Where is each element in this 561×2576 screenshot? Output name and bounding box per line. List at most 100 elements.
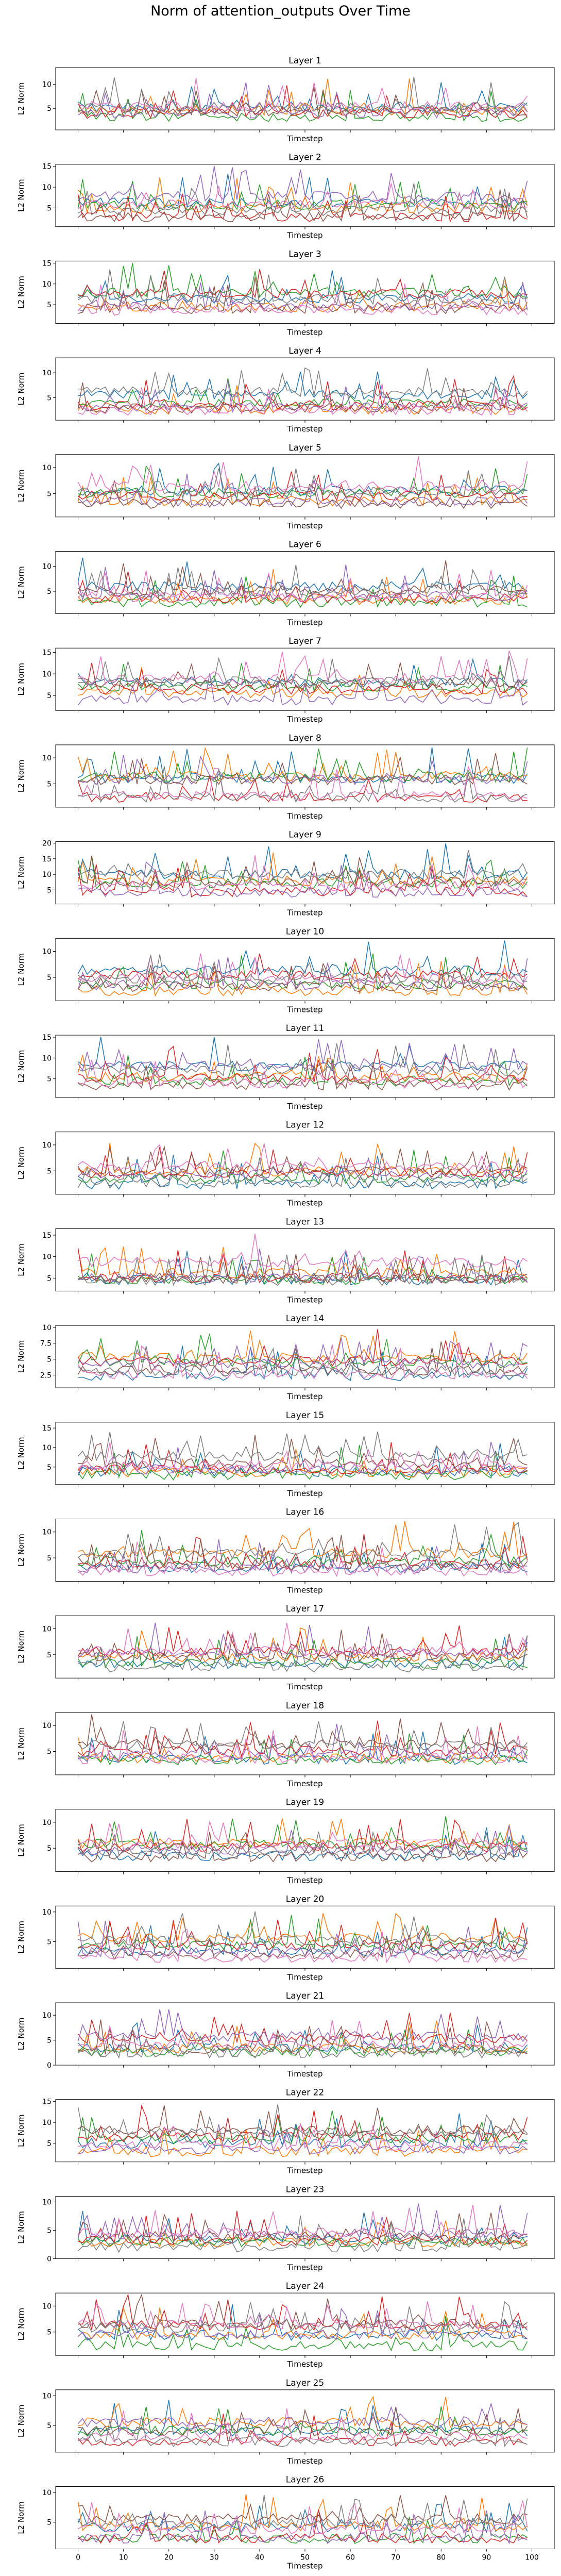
x-axis-label: Timestep (286, 618, 322, 627)
series-line-4 (77, 1329, 528, 1367)
y-axis-label: L2 Norm (16, 1146, 26, 1179)
subplot-title: Layer 25 (286, 2378, 324, 2388)
x-tick-label: 80 (436, 2554, 446, 2562)
series-line-4 (78, 2414, 528, 2447)
y-tick-label: 15 (42, 2098, 52, 2106)
y-tick-label: 5 (47, 886, 52, 894)
y-tick-label: 0 (47, 2255, 52, 2263)
series-line-4 (78, 662, 528, 695)
series-line-6 (78, 87, 528, 117)
series-line-4 (78, 953, 528, 982)
x-axis-label: Timestep (286, 2069, 322, 2079)
subplot-title: Layer 14 (286, 1314, 324, 1324)
y-tick-label: 10 (42, 2012, 52, 2020)
y-tick-label: 10 (42, 563, 52, 571)
x-tick-label: 0 (76, 2554, 80, 2562)
subplot-layer-6: Layer 6 5 10 L2 Norm Timestep (16, 540, 555, 627)
series-line-7 (77, 1726, 528, 1764)
series-line-8 (78, 77, 528, 113)
x-axis-label: Timestep (286, 811, 322, 821)
subplot-layer-11: Layer 11 5 10 15 L2 Norm Timestep (16, 1023, 555, 1111)
series-line-4 (78, 2509, 528, 2544)
subplot-layer-18: Layer 18 5 10 L2 Norm Timestep (16, 1701, 555, 1788)
y-tick-label: 10 (42, 754, 52, 762)
series-line-4 (78, 1146, 528, 1179)
subplot-layer-26: Layer 26 5 10 L2 Norm 0 10 20 30 40 50 60 70 80 90 100… (16, 2475, 555, 2571)
subplot-title: Layer 9 (288, 830, 321, 840)
x-tick-label: 30 (210, 2554, 219, 2562)
series-line-8 (78, 2215, 528, 2253)
series-line-7 (78, 855, 528, 892)
series-line-2 (78, 2306, 528, 2340)
series-line-7 (78, 183, 528, 211)
y-axis-label: L2 Norm (16, 760, 26, 793)
y-tick-label: 15 (42, 1424, 52, 1433)
series-line-8 (78, 766, 528, 803)
series-line-7 (78, 1442, 528, 1471)
x-axis-label: Timestep (286, 2263, 322, 2272)
series-line-3 (78, 1150, 528, 1185)
series-line-7 (78, 570, 528, 603)
series-line-6 (78, 1630, 528, 1663)
series-line-3 (77, 90, 528, 122)
x-axis-label: Timestep (286, 1199, 322, 1208)
series-line-4 (78, 2013, 528, 2044)
series-line-4 (77, 775, 528, 803)
series-line-6 (78, 1435, 528, 1469)
series-line-6 (78, 1535, 528, 1572)
y-tick-label: 5 (47, 780, 52, 789)
axes-frame (55, 260, 555, 324)
y-tick-label: 15 (42, 259, 52, 268)
series-line-2 (77, 472, 528, 507)
series-line-5 (77, 1442, 528, 1475)
y-tick-label: 10 (42, 670, 52, 678)
series-line-7 (77, 456, 528, 492)
series-line-3 (77, 1445, 528, 1481)
series-line-2 (78, 961, 528, 997)
series-line-1 (78, 2304, 528, 2341)
x-tick-label: 90 (482, 2554, 491, 2562)
y-axis-label: L2 Norm (16, 663, 26, 696)
y-axis-label: L2 Norm (16, 276, 26, 309)
y-tick-label: 5 (47, 2329, 52, 2337)
series-line-3 (78, 575, 528, 608)
x-axis-label: Timestep (286, 134, 322, 143)
y-tick-label: 15 (42, 855, 52, 863)
x-axis-label: Timestep (286, 1102, 322, 1111)
x-axis-label: Timestep (286, 2456, 322, 2466)
series-line-6 (77, 962, 528, 992)
x-axis-label: Timestep (286, 1295, 322, 1304)
y-axis-label: L2 Norm (16, 1631, 26, 1664)
x-axis-label: Timestep (286, 2359, 322, 2369)
series-line-5 (78, 2510, 528, 2545)
y-tick-label: 10 (42, 1054, 52, 1062)
y-tick-label: 5 (47, 2226, 52, 2235)
y-tick-label: 10 (42, 280, 52, 289)
subplot-title: Layer 5 (288, 443, 321, 453)
subplot-layer-12: Layer 12 5 10 L2 Norm Timestep (16, 1120, 555, 1208)
series-line-7 (78, 2123, 528, 2151)
series-line-8 (78, 468, 528, 497)
y-axis-label: L2 Norm (16, 470, 26, 503)
x-tick-label: 60 (346, 2554, 355, 2562)
x-axis-label: Timestep (286, 231, 322, 240)
series-line-5 (77, 673, 528, 706)
subplot-title: Layer 19 (286, 1798, 324, 1808)
series-line-6 (78, 855, 528, 888)
axes-frame (55, 1422, 555, 1485)
y-axis-label: L2 Norm (16, 1727, 26, 1760)
series-line-6 (77, 2213, 528, 2242)
series-line-8 (78, 1043, 528, 1077)
series-line-4 (78, 1918, 528, 1951)
x-axis-label: Timestep (286, 1586, 322, 1595)
subplot-title: Layer 12 (286, 1120, 324, 1131)
series-line-3 (78, 2029, 528, 2058)
series-line-8 (78, 565, 528, 598)
y-axis-label: L2 Norm (16, 82, 26, 115)
series-line-8 (78, 1831, 528, 1856)
subplot-layer-3: Layer 3 5 10 15 L2 Norm Timestep (16, 249, 555, 337)
series-line-3 (77, 1334, 528, 1368)
series-line-6 (78, 189, 528, 222)
